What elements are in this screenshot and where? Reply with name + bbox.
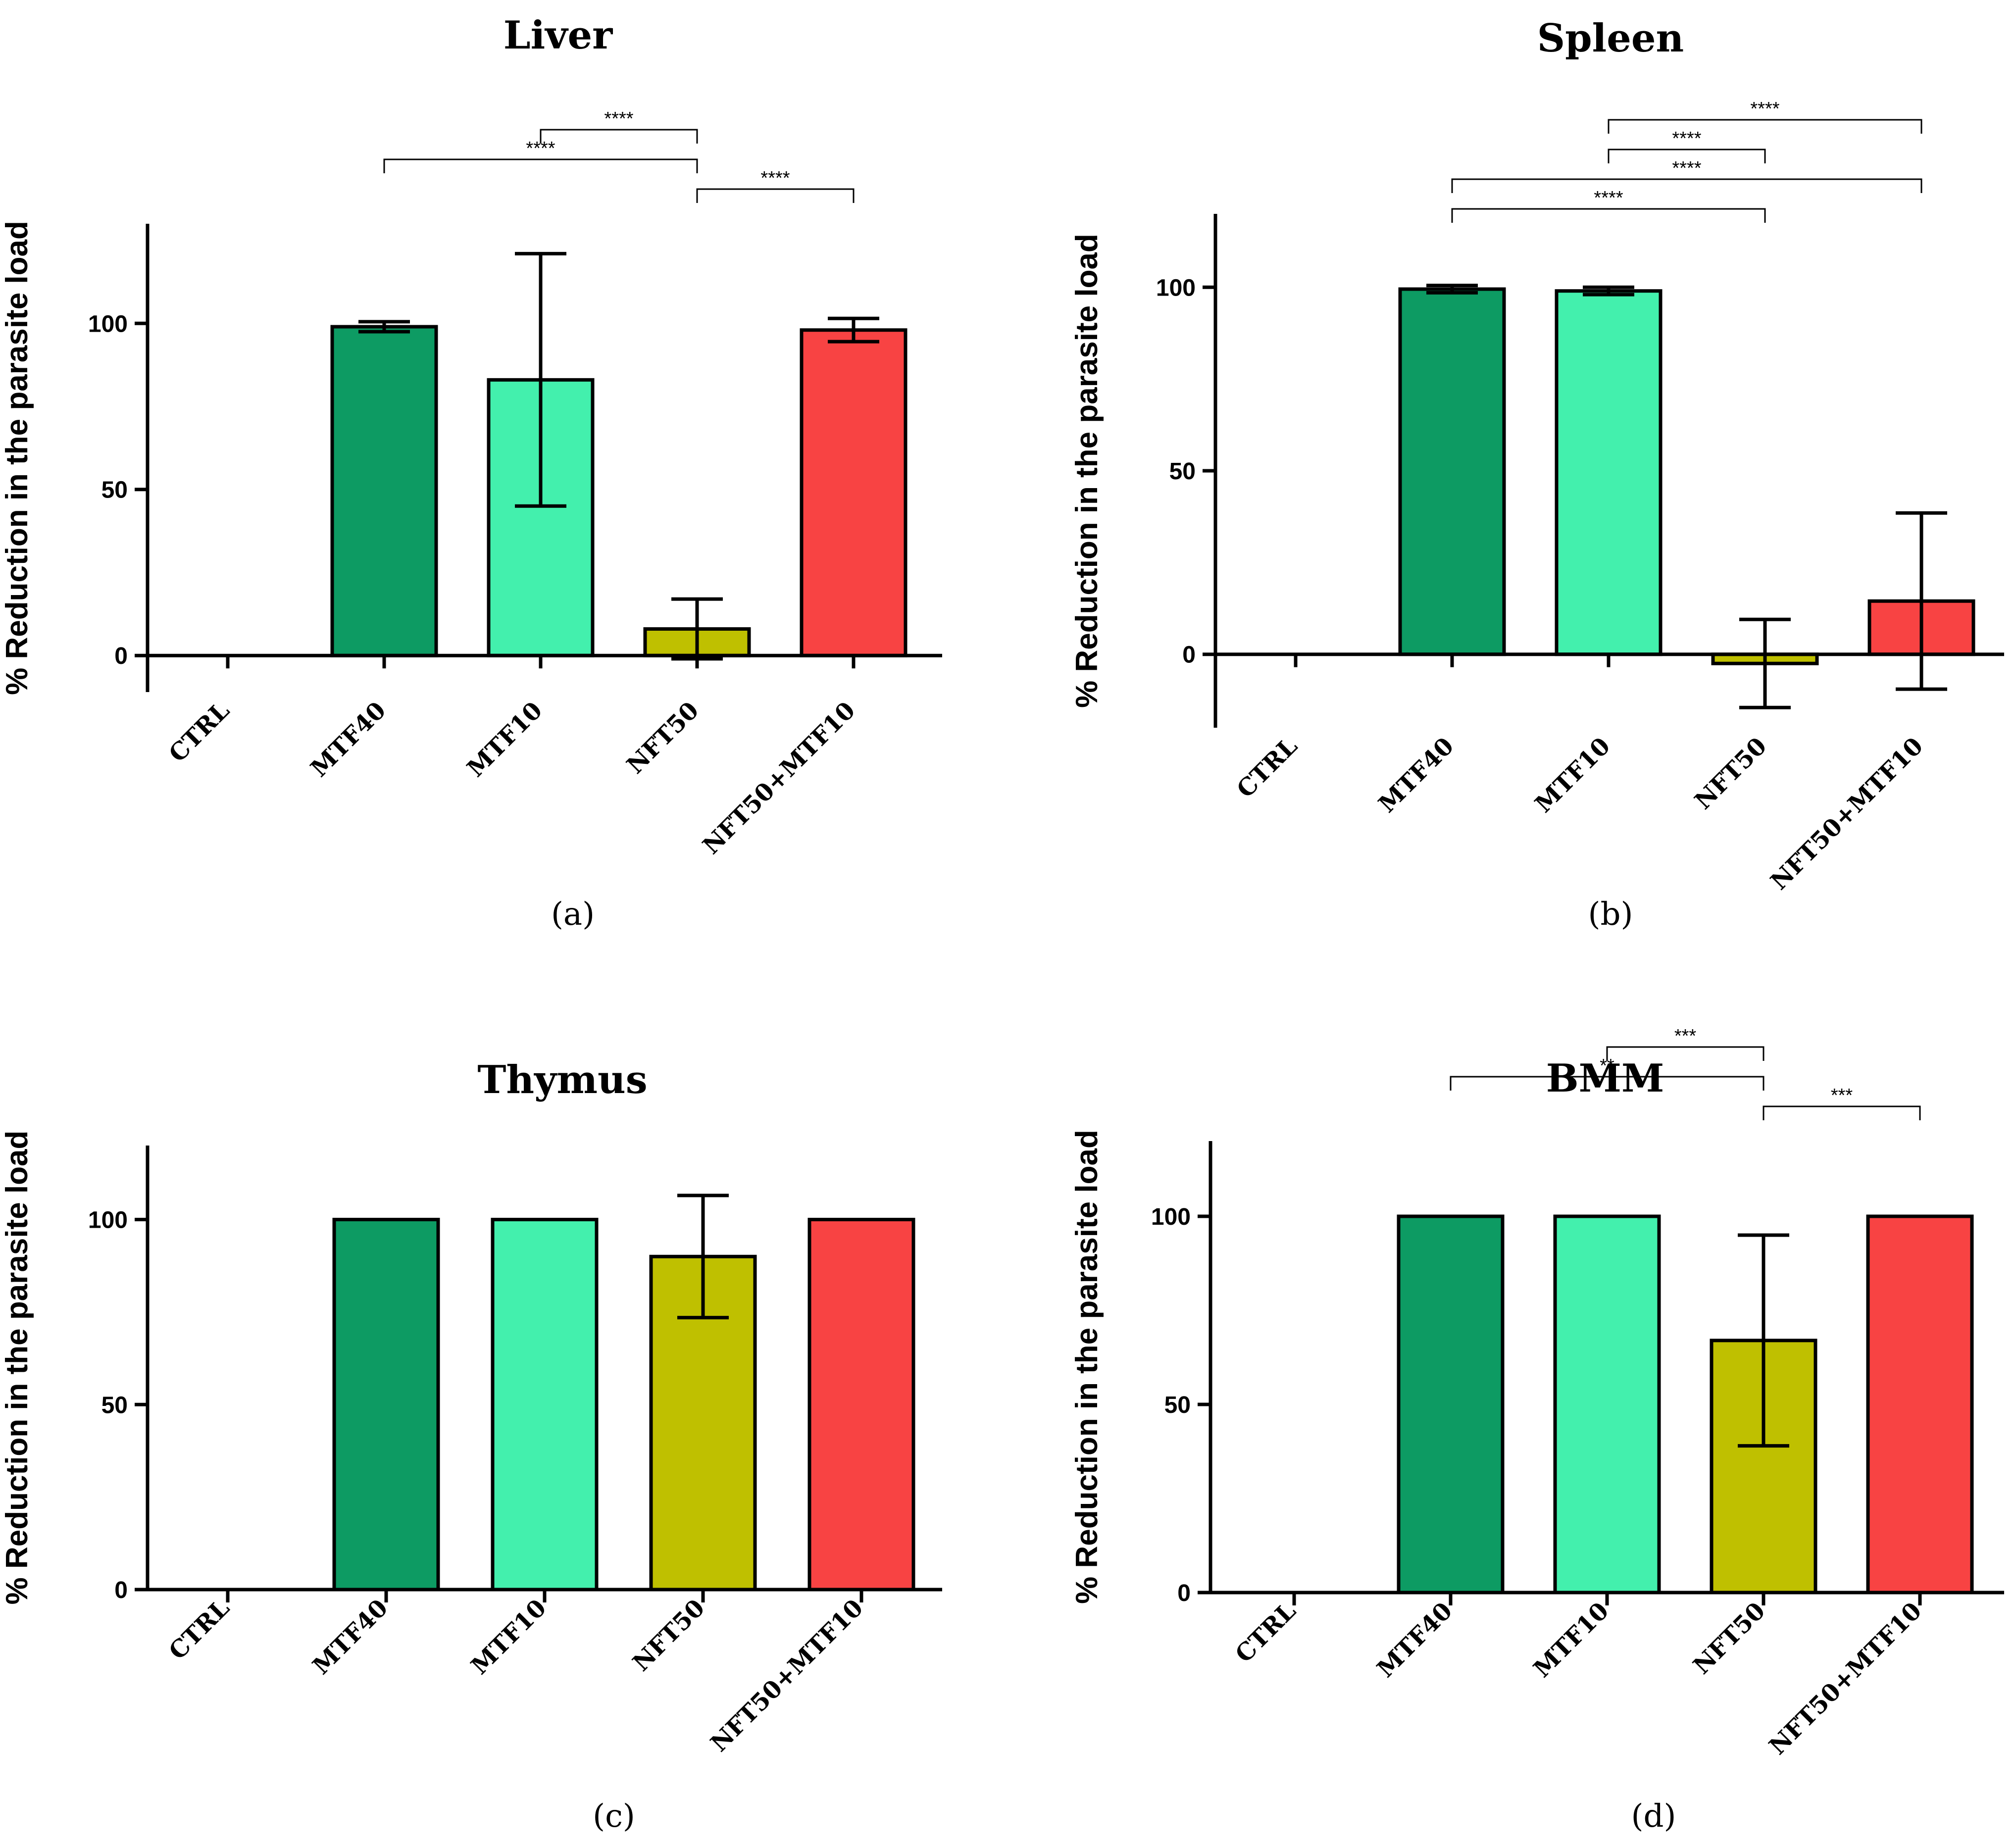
chart-title: Thymus: [477, 1057, 647, 1102]
error-bar-mtf40: [358, 320, 410, 334]
significance-bracket: **: [1450, 1055, 1764, 1091]
error-bar-nft50: [1738, 1233, 1789, 1448]
significance-bracket: ****: [383, 138, 698, 173]
significance-label: ****: [604, 108, 633, 129]
y-axis-label: % Reduction in the parasite load: [1070, 1130, 1104, 1604]
significance-label: ***: [1674, 1026, 1697, 1047]
significance-bracket: ****: [1608, 99, 1922, 134]
significance-label: **: [1600, 1055, 1614, 1076]
chart-title: Spleen: [1537, 16, 1684, 61]
y-tick-label: 50: [101, 1392, 128, 1418]
y-tick-label: 100: [88, 1207, 128, 1234]
panel-caption: (d): [1631, 1798, 1676, 1835]
error-bar-nft50: [677, 1194, 729, 1320]
x-tick-label: MTF10: [1530, 732, 1616, 818]
x-tick-label: MTF40: [307, 1594, 394, 1680]
chart-title: BMM: [1546, 1056, 1664, 1101]
significance-bracket: ****: [540, 108, 698, 144]
error-bar-mtf10: [1583, 285, 1634, 297]
panel-caption: (a): [551, 896, 595, 933]
bar-nft50+mtf10: [1866, 1214, 1974, 1595]
chart-panel-bmm: BMM % Reduction in the parasite load 0 50 10…: [1070, 1026, 2004, 1835]
bar-nft50: [1710, 1339, 1817, 1595]
y-tick-label: 100: [88, 311, 128, 337]
x-tick-label: NFT50+MTF10: [698, 697, 861, 860]
bar-nft50+mtf10: [807, 1218, 915, 1592]
x-tick-label: MTF40: [1373, 732, 1460, 818]
chart-panel-liver: Liver % Reduction in the parasite load 0 50…: [0, 13, 942, 933]
y-axis-label: % Reduction in the parasite load: [0, 1131, 34, 1605]
panel-caption: (c): [593, 1798, 635, 1835]
x-tick-label: MTF10: [1528, 1597, 1614, 1683]
bar-mtf40: [332, 1218, 440, 1592]
x-tick-label: NFT50: [627, 1594, 710, 1677]
significance-bracket: ***: [1606, 1026, 1764, 1061]
significance-label: ****: [1672, 158, 1701, 179]
significance-bracket: ****: [1608, 128, 1766, 163]
y-tick-label: 100: [1156, 275, 1196, 301]
y-tick-label: 0: [1177, 1580, 1191, 1606]
x-tick-label: NFT50: [621, 697, 704, 779]
bar-nft50+mtf10: [800, 328, 907, 657]
significance-label: ****: [526, 138, 555, 159]
bar-mtf10: [1555, 289, 1663, 656]
significance-label: ****: [1672, 128, 1701, 149]
y-tick-label: 50: [1164, 1392, 1191, 1418]
x-tick-label: NFT50: [1688, 1597, 1770, 1680]
significance-bracket: ****: [696, 168, 855, 203]
x-tick-label: NFT50+MTF10: [1764, 1597, 1927, 1760]
y-tick-label: 0: [114, 1577, 128, 1603]
significance-bracket: ****: [1451, 188, 1766, 223]
x-tick-label: CTRL: [164, 697, 235, 768]
x-tick-label: NFT50+MTF10: [1765, 732, 1929, 896]
error-bar-mtf10: [515, 251, 566, 508]
x-tick-label: NFT50+MTF10: [706, 1594, 869, 1757]
significance-label: ****: [1594, 188, 1623, 208]
bar-mtf10: [491, 1218, 599, 1592]
y-tick-label: 0: [114, 643, 128, 669]
bar-mtf40: [1398, 287, 1506, 656]
panel-caption: (b): [1588, 896, 1633, 933]
significance-label: ***: [1831, 1085, 1853, 1106]
chart-panel-thymus: Thymus % Reduction in the parasite load 0 5…: [0, 1057, 942, 1835]
chart-panel-spleen: Spleen % Reduction in the parasite load 0 5…: [1070, 16, 2004, 933]
x-tick-label: CTRL: [1230, 1597, 1302, 1668]
x-tick-label: NFT50: [1689, 732, 1772, 815]
error-bar-nft50+mtf10: [828, 316, 879, 344]
x-tick-label: CTRL: [1232, 732, 1303, 803]
bar-mtf40: [1397, 1214, 1505, 1595]
significance-bracket: ***: [1763, 1085, 1921, 1120]
y-axis-label: % Reduction in the parasite load: [1070, 234, 1104, 708]
y-tick-label: 50: [101, 477, 128, 503]
y-axis-label: % Reduction in the parasite load: [0, 221, 34, 695]
chart-title: Liver: [504, 13, 613, 58]
significance-label: ****: [760, 168, 790, 189]
y-tick-label: 50: [1169, 458, 1196, 485]
x-tick-label: MTF10: [466, 1594, 552, 1680]
significance-label: ****: [1750, 99, 1779, 119]
x-tick-label: MTF10: [462, 697, 548, 783]
x-tick-label: MTF40: [305, 697, 392, 783]
y-tick-label: 0: [1182, 642, 1196, 668]
x-tick-label: CTRL: [164, 1594, 235, 1665]
y-tick-label: 100: [1151, 1204, 1191, 1230]
bar-mtf10: [1553, 1214, 1661, 1595]
error-bar-mtf40: [1426, 284, 1478, 295]
significance-bracket: ****: [1451, 158, 1922, 193]
x-tick-label: MTF40: [1372, 1597, 1458, 1683]
bar-mtf40: [330, 325, 438, 657]
